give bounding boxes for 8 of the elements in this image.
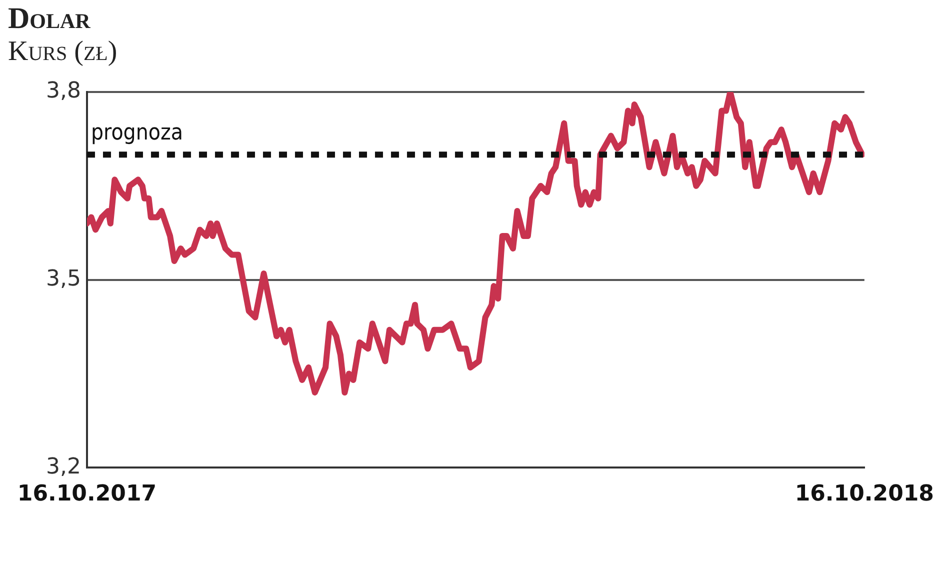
ref-line-label: prognoza (90, 120, 184, 146)
y-tick-label: 3,2 (46, 454, 81, 480)
x-tick-label: 16.10.2017 (17, 482, 157, 507)
chart-subtitle: Kurs (zł) (8, 36, 118, 68)
y-tick-label: 3,8 (46, 78, 81, 104)
x-tick-label: 16.10.2018 (794, 482, 934, 507)
y-tick-label: 3,5 (46, 266, 81, 292)
chart-title: Dolar (8, 2, 90, 36)
